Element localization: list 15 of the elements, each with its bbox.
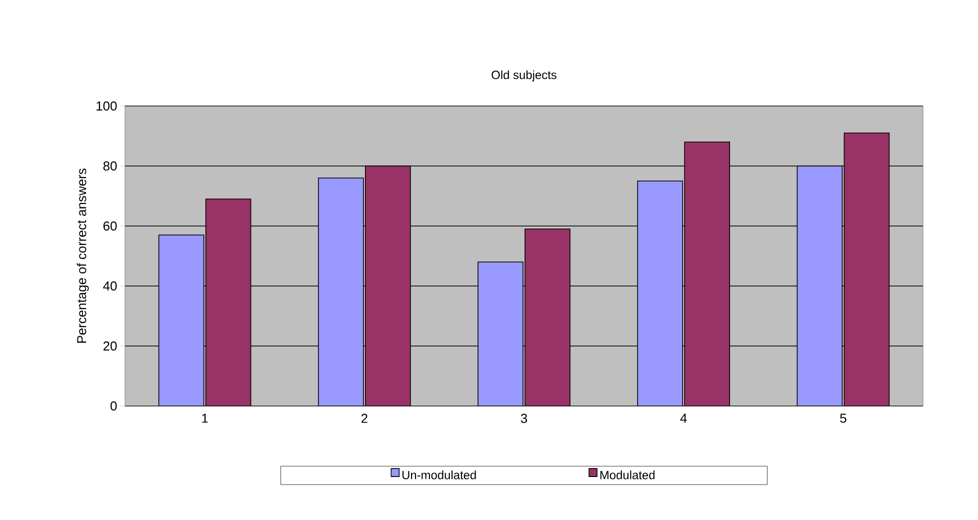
x-tick-label: 3 bbox=[520, 414, 528, 423]
y-axis-title: Percentage of correct answers bbox=[76, 168, 89, 343]
legend-label: Un-modulated bbox=[402, 470, 476, 480]
y-tick-label: 60 bbox=[103, 221, 117, 231]
y-tick-label: 20 bbox=[103, 341, 117, 351]
y-tick-label: 0 bbox=[110, 401, 117, 411]
x-tick-label: 1 bbox=[202, 414, 208, 423]
legend-label: Modulated bbox=[600, 470, 654, 480]
x-tick-label: 2 bbox=[361, 414, 368, 423]
x-tick-label: 4 bbox=[680, 414, 687, 423]
y-tick-label: 40 bbox=[103, 281, 117, 291]
x-tick-label: 5 bbox=[840, 414, 846, 423]
y-tick-label: 100 bbox=[96, 101, 117, 111]
y-tick-label: 80 bbox=[103, 161, 117, 171]
chart-title: Old subjects bbox=[492, 70, 556, 82]
